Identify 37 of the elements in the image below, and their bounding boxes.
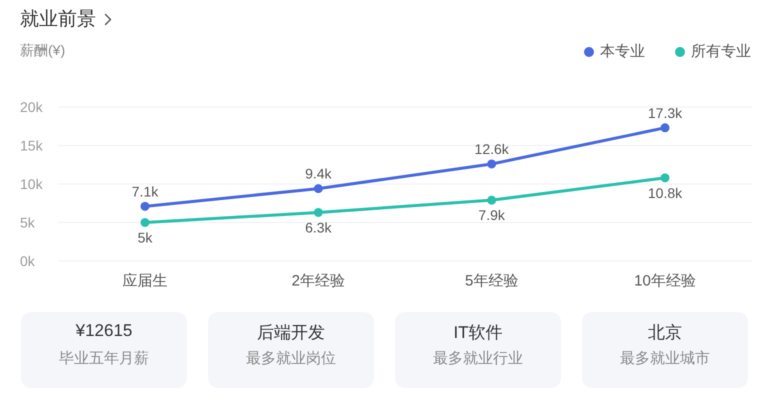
x-tick-label: 10年经验 [634,272,696,290]
legend-label: 所有专业 [691,42,751,61]
y-tick-label: 20k [20,98,44,115]
data-label: 10.8k [648,184,684,201]
data-label: 5k [138,229,154,246]
text: 最多就业行业 [432,349,524,368]
y-axis-title: 薪酬(¥) [20,42,66,60]
point [314,208,323,217]
data-label: 9.4k [305,166,333,182]
legend-label: 本专业 [600,42,645,61]
point [314,184,323,194]
text: 北京 [647,322,683,344]
y-tick-label: 0k [20,252,36,269]
text: IT软件 [452,322,504,344]
data-label: 17.3k [648,104,684,121]
data-label: 6.3k [305,219,333,236]
text: ¥12615 [74,321,134,341]
text: 后端开发 [256,322,326,344]
chart-title: 就业前景 [20,8,96,32]
text: 毕业五年月薪 [58,349,150,368]
data-label: 7.9k [478,207,506,224]
text: 最多就业岗位 [245,349,337,368]
point [660,173,670,182]
point [487,196,496,205]
y-tick-label: 15k [20,137,44,154]
text: 最多就业城市 [619,349,711,368]
data-label: 7.1k [132,183,160,200]
x-tick-label: 2年经验 [292,272,346,290]
x-tick-label: 应届生 [122,272,168,290]
x-tick-label: 5年经验 [464,272,518,290]
y-tick-label: 10k [20,176,44,192]
point [487,159,496,168]
point [140,218,150,227]
point [140,202,150,211]
data-label: 12.6k [474,140,510,157]
point [660,123,670,132]
y-tick-label: 5k [20,214,36,230]
